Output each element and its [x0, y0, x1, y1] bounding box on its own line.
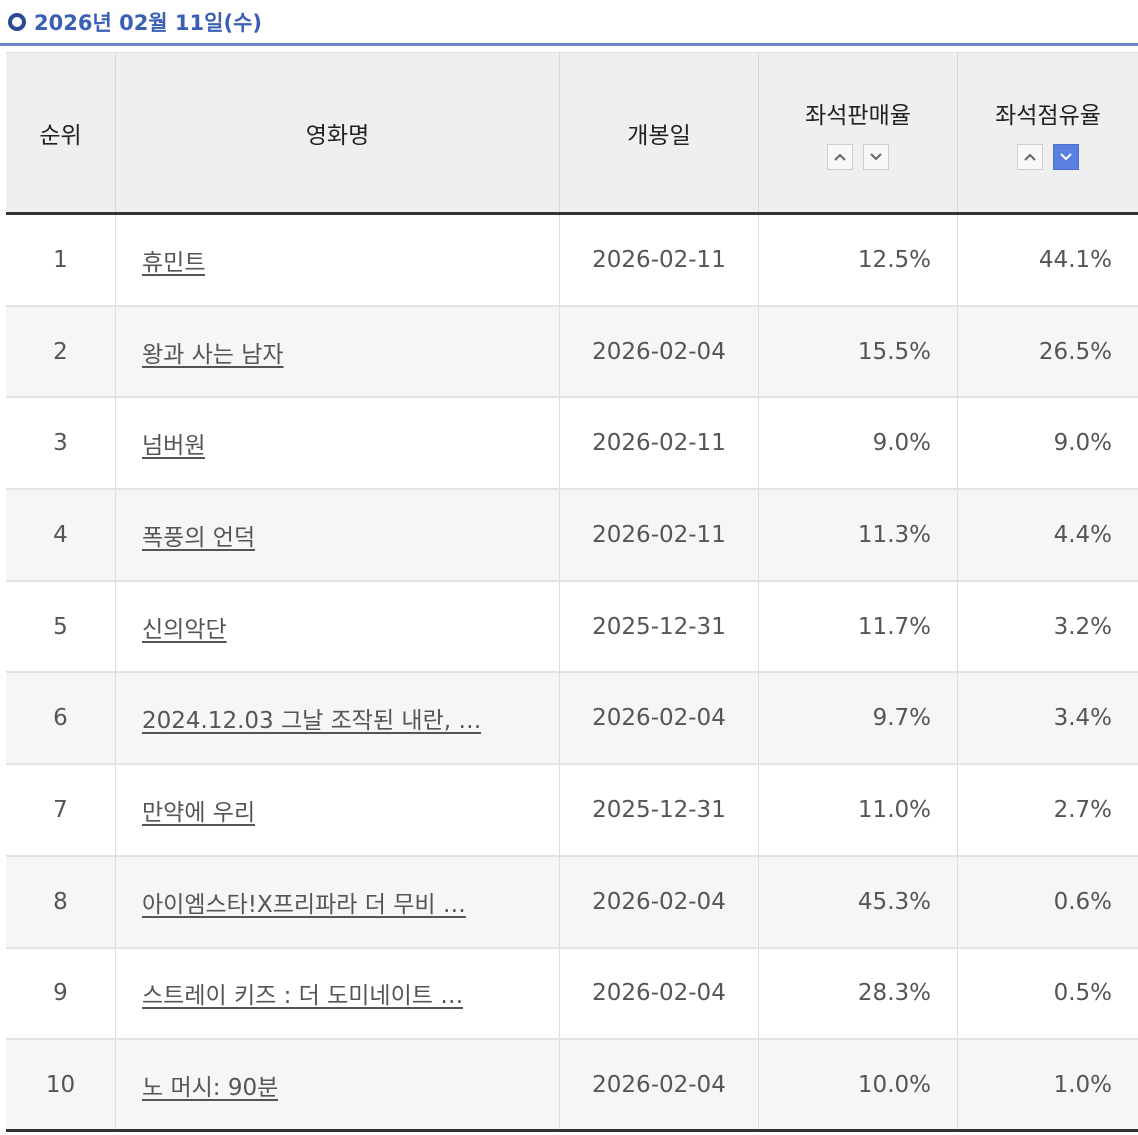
- date-title: 2026년 02월 11일(수): [34, 10, 262, 35]
- chevron-down-icon: [1060, 152, 1072, 160]
- movie-title-link[interactable]: 아이엠스타!X프리파라 더 무비 …: [142, 891, 466, 918]
- movie-title-link[interactable]: 넘버원: [142, 433, 206, 460]
- sales-rate-cell: 15.5%: [759, 306, 958, 397]
- rank-cell: 2: [6, 306, 116, 397]
- header-sales-rate: 좌석판매율: [759, 53, 958, 212]
- movie-title-link[interactable]: 2024.12.03 그날 조작된 내란, …: [142, 708, 482, 735]
- title-cell: 폭풍의 언덕: [116, 490, 560, 580]
- sales-rate-cell: 9.0%: [759, 398, 958, 489]
- rank-cell: 10: [6, 1040, 116, 1129]
- rank-cell: 4: [6, 490, 116, 580]
- sales-rate-sort-asc-button[interactable]: [827, 143, 853, 170]
- table-row: 2 왕과 사는 남자 2026-02-04 15.5% 26.5%: [6, 306, 1138, 399]
- movie-title-link[interactable]: 휴민트: [142, 249, 206, 276]
- share-rate-cell: 44.1%: [1038, 246, 1112, 273]
- share-rate-cell: 2.7%: [1053, 796, 1112, 823]
- header-title: 영화명: [116, 53, 560, 212]
- release-cell: 2026-02-04: [560, 673, 759, 764]
- release-cell: 2026-02-04: [560, 306, 759, 397]
- share-rate-cell: 1.0%: [1053, 1071, 1112, 1098]
- table-row: 6 2024.12.03 그날 조작된 내란, … 2026-02-04 9.7…: [6, 673, 1138, 766]
- movie-title-link[interactable]: 만약에 우리: [142, 799, 256, 826]
- share-rate-sort-asc-button[interactable]: [1017, 143, 1043, 170]
- release-cell: 2026-02-04: [560, 948, 759, 1039]
- title-cell: 2024.12.03 그날 조작된 내란, …: [116, 673, 560, 764]
- title-cell: 넘버원: [116, 398, 560, 489]
- share-rate-cell: 9.0%: [1053, 430, 1112, 457]
- release-cell: 2026-02-11: [560, 398, 759, 489]
- sales-rate-cell: 9.7%: [759, 673, 958, 764]
- table-row: 3 넘버원 2026-02-11 9.0% 9.0%: [6, 398, 1138, 491]
- release-cell: 2026-02-11: [560, 490, 759, 580]
- title-cell: 신의악단: [116, 581, 560, 672]
- sales-rate-sort-desc-button[interactable]: [863, 143, 889, 170]
- share-rate-sort-desc-button[interactable]: [1053, 143, 1079, 170]
- movie-title-link[interactable]: 스트레이 키즈 : 더 도미네이트 …: [142, 983, 464, 1010]
- sales-rate-cell: 11.7%: [759, 581, 958, 672]
- chevron-down-icon: [870, 152, 882, 160]
- movie-title-link[interactable]: 왕과 사는 남자: [142, 341, 284, 368]
- release-cell: 2026-02-04: [560, 856, 759, 947]
- table-row: 7 만약에 우리 2025-12-31 11.0% 2.7%: [6, 765, 1138, 857]
- header-release: 개봉일: [560, 53, 759, 212]
- table-row: 4 폭풍의 언덕 2026-02-11 11.3% 4.4%: [6, 490, 1138, 582]
- sales-rate-cell: 28.3%: [759, 948, 958, 1039]
- sales-rate-cell: 45.3%: [759, 856, 958, 947]
- rank-cell: 9: [6, 948, 116, 1039]
- sales-rate-cell: 10.0%: [759, 1040, 958, 1129]
- sales-rate-cell: 11.0%: [759, 765, 958, 855]
- release-cell: 2026-02-04: [560, 1040, 759, 1129]
- chevron-up-icon: [1024, 153, 1036, 161]
- rank-cell: 5: [6, 581, 116, 672]
- share-rate-sort: [1017, 143, 1079, 170]
- release-cell: 2025-12-31: [560, 581, 759, 672]
- share-rate-cell: 0.6%: [1053, 888, 1112, 915]
- title-cell: 아이엠스타!X프리파라 더 무비 …: [116, 856, 560, 947]
- rank-cell: 1: [6, 215, 116, 305]
- rank-cell: 3: [6, 398, 116, 489]
- rank-cell: 6: [6, 673, 116, 764]
- share-rate-cell: 3.4%: [1053, 705, 1112, 732]
- table-header: 순위 영화명 개봉일 좌석판매율 좌석점유율: [6, 52, 1138, 215]
- sales-rate-sort: [827, 143, 889, 170]
- rank-cell: 8: [6, 856, 116, 947]
- table-row: 10 노 머시: 90분 2026-02-04 10.0% 1.0%: [6, 1040, 1138, 1132]
- title-cell: 스트레이 키즈 : 더 도미네이트 …: [116, 948, 560, 1039]
- table-row: 5 신의악단 2025-12-31 11.7% 3.2%: [6, 581, 1138, 674]
- title-cell: 휴민트: [116, 215, 560, 305]
- release-cell: 2026-02-11: [560, 215, 759, 305]
- movie-title-link[interactable]: 노 머시: 90분: [142, 1074, 279, 1101]
- sales-rate-cell: 12.5%: [759, 215, 958, 305]
- rank-cell: 7: [6, 765, 116, 855]
- table-row: 8 아이엠스타!X프리파라 더 무비 … 2026-02-04 45.3% 0.…: [6, 856, 1138, 949]
- box-office-table: 순위 영화명 개봉일 좌석판매율 좌석점유율: [6, 52, 1138, 1132]
- table-row: 1 휴민트 2026-02-11 12.5% 44.1%: [6, 215, 1138, 307]
- share-rate-cell: 26.5%: [1038, 338, 1112, 365]
- date-header: 2026년 02월 11일(수): [0, 0, 1138, 46]
- sales-rate-cell: 11.3%: [759, 490, 958, 580]
- chevron-up-icon: [834, 153, 846, 161]
- movie-title-link[interactable]: 폭풍의 언덕: [142, 524, 256, 551]
- circle-bullet-icon: [8, 12, 26, 31]
- header-share-rate: 좌석점유율: [958, 53, 1138, 212]
- movie-title-link[interactable]: 신의악단: [142, 616, 227, 643]
- header-rank: 순위: [6, 53, 116, 212]
- title-cell: 만약에 우리: [116, 765, 560, 855]
- table-body: 1 휴민트 2026-02-11 12.5% 44.1% 2 왕과 사는 남자 …: [6, 215, 1138, 1132]
- table-row: 9 스트레이 키즈 : 더 도미네이트 … 2026-02-04 28.3% 0…: [6, 948, 1138, 1041]
- release-cell: 2025-12-31: [560, 765, 759, 855]
- title-cell: 노 머시: 90분: [116, 1040, 560, 1129]
- title-cell: 왕과 사는 남자: [116, 306, 560, 397]
- share-rate-cell: 4.4%: [1053, 521, 1112, 548]
- share-rate-cell: 3.2%: [1053, 613, 1112, 640]
- share-rate-cell: 0.5%: [1053, 980, 1112, 1007]
